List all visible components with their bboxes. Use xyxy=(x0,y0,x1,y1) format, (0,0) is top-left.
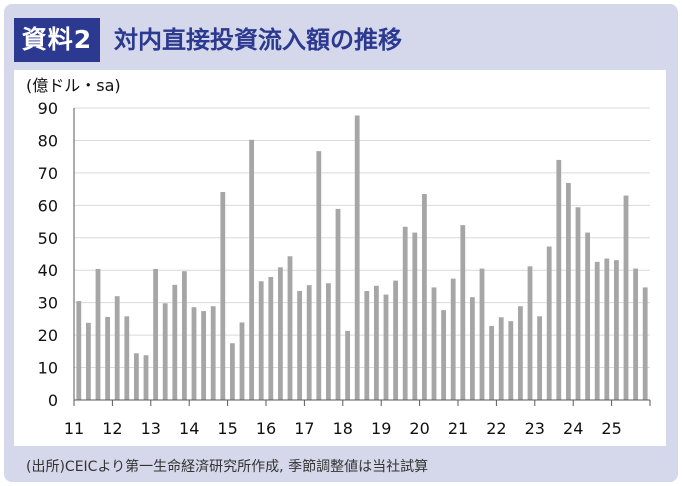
bar xyxy=(527,266,533,400)
bar xyxy=(268,277,274,400)
bar xyxy=(441,310,446,400)
y-tick-labels: 0 10 20 30 40 50 60 70 80 90 xyxy=(38,99,58,410)
x-tick-label: 15 xyxy=(217,419,237,438)
bar xyxy=(354,115,360,400)
y-tick-label: 10 xyxy=(38,359,58,378)
bar xyxy=(402,226,408,400)
bar xyxy=(470,297,475,400)
bar xyxy=(585,232,590,400)
bar xyxy=(575,207,581,400)
source-note: (出所)CEICより第一生命経済研究所作成, 季節調整値は当社試算 xyxy=(26,459,429,475)
axes xyxy=(73,108,651,406)
x-tick-label: 23 xyxy=(525,419,545,438)
bar xyxy=(316,151,322,400)
y-tick-label: 80 xyxy=(38,131,58,150)
bar xyxy=(498,317,504,400)
bar xyxy=(489,326,494,400)
bar xyxy=(479,268,485,400)
bar xyxy=(412,232,418,400)
bar xyxy=(508,321,514,400)
x-tick-label: 22 xyxy=(486,419,506,438)
bar xyxy=(556,159,562,400)
x-tick-label: 25 xyxy=(601,419,621,438)
gridlines xyxy=(74,107,650,369)
bar xyxy=(201,311,206,400)
y-tick-label: 0 xyxy=(48,391,58,410)
x-tick-label: 17 xyxy=(294,419,314,438)
y-tick-label: 40 xyxy=(38,261,58,280)
bar xyxy=(95,268,101,400)
bar xyxy=(172,284,178,400)
bar xyxy=(182,271,187,400)
x-tick-label: 19 xyxy=(371,419,391,438)
figure-tag: 資料2 xyxy=(14,18,100,62)
bar xyxy=(278,267,283,400)
y-tick-label: 60 xyxy=(38,196,58,215)
bar xyxy=(335,208,341,400)
x-tick-label: 12 xyxy=(102,419,122,438)
bar xyxy=(306,285,312,400)
bar xyxy=(105,316,110,400)
bar xyxy=(594,261,600,400)
bar xyxy=(86,322,91,400)
bar xyxy=(76,301,82,400)
bar xyxy=(162,303,168,400)
bar xyxy=(393,280,398,400)
bar xyxy=(614,260,619,400)
bar xyxy=(518,306,523,400)
y-axis-unit-label: (億ドル・sa) xyxy=(26,76,121,95)
x-tick-label: 13 xyxy=(141,419,161,438)
bar xyxy=(114,296,120,400)
x-tick-labels: 11 12 13 14 15 16 17 18 19 20 21 22 23 24 25 xyxy=(64,419,622,438)
bar xyxy=(239,322,245,400)
bar xyxy=(287,256,293,400)
y-tick-label: 50 xyxy=(38,229,58,248)
bar xyxy=(374,285,379,400)
x-tick-label: 14 xyxy=(179,419,199,438)
bar xyxy=(230,343,235,400)
bar xyxy=(537,316,542,400)
y-tick-label: 90 xyxy=(38,99,58,118)
bar xyxy=(210,306,216,400)
bar xyxy=(220,192,226,400)
bar xyxy=(566,182,571,400)
bar xyxy=(623,195,629,400)
bar xyxy=(345,330,350,400)
bar xyxy=(364,290,370,400)
bar xyxy=(450,278,456,400)
bar xyxy=(134,353,139,400)
bar xyxy=(383,294,389,400)
bar xyxy=(633,268,638,400)
bar xyxy=(143,355,149,400)
bar xyxy=(191,307,197,400)
bar xyxy=(326,283,331,400)
bars xyxy=(76,115,648,400)
x-tick-label: 18 xyxy=(333,419,353,438)
bar xyxy=(297,290,302,400)
bar xyxy=(422,193,427,400)
x-tick-label: 21 xyxy=(448,419,468,438)
bar xyxy=(153,268,158,400)
bar xyxy=(258,281,264,400)
bar xyxy=(604,258,610,400)
bar xyxy=(642,287,648,400)
y-tick-label: 70 xyxy=(38,164,58,183)
bar xyxy=(546,246,552,400)
bar xyxy=(124,316,130,400)
y-tick-label: 30 xyxy=(38,294,58,313)
x-tick-label: 24 xyxy=(563,419,583,438)
bar xyxy=(249,139,254,400)
x-tick-label: 11 xyxy=(64,419,84,438)
y-tick-label: 20 xyxy=(38,326,58,345)
bar xyxy=(460,225,466,400)
bar xyxy=(431,287,437,400)
chart-title: 対内直接投資流入額の推移 xyxy=(114,26,402,54)
x-tick-label: 20 xyxy=(409,419,429,438)
x-tick-label: 16 xyxy=(256,419,276,438)
